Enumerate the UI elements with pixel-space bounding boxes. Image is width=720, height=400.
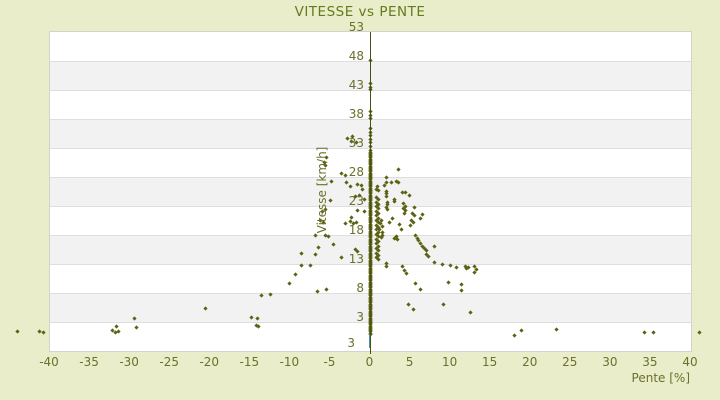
y-tick-label: 53 — [348, 20, 364, 34]
x-tick-label: -30 — [119, 355, 139, 369]
x-axis-title: Pente [%] — [631, 371, 690, 385]
y-axis-title: Vitesse [km/h] — [315, 146, 329, 234]
plot-area — [15, 31, 702, 354]
y-tick-label: 43 — [348, 78, 364, 92]
x-tick-label: -25 — [159, 355, 179, 369]
data-point — [15, 329, 20, 335]
x-tick-label: 30 — [602, 355, 618, 369]
x-tick-label: 10 — [441, 355, 458, 369]
chart-title: VITESSE vs PENTE — [294, 4, 426, 20]
x-tick-label: 35 — [642, 355, 658, 369]
y-tick-label: 48 — [348, 49, 364, 63]
y-axis-line-lower — [369, 334, 370, 348]
y-tick-label: 33 — [348, 136, 364, 150]
y-axis-bottom-label: 3 — [347, 336, 355, 350]
x-tick-label: 40 — [682, 355, 698, 369]
y-tick-label: 38 — [348, 107, 364, 121]
data-point — [697, 330, 702, 335]
y-axis-line — [370, 32, 371, 354]
data-point — [40, 330, 46, 335]
x-tick-label: -20 — [199, 355, 220, 369]
y-tick-label: 18 — [348, 223, 364, 237]
y-tick-label: 23 — [348, 194, 364, 208]
y-tick-label: 13 — [348, 252, 364, 266]
x-tick-label: 0 — [365, 355, 374, 369]
x-tick-label: -35 — [79, 355, 99, 369]
x-tick-label: 15 — [482, 355, 498, 369]
y-tick-label: 8 — [356, 281, 364, 295]
x-tick-label: 20 — [522, 355, 538, 369]
x-tick-label: -10 — [279, 355, 300, 369]
x-tick-label: -5 — [323, 355, 336, 369]
x-tick-label: -40 — [39, 355, 59, 369]
x-tick-label: -15 — [239, 355, 260, 369]
x-tick-label: 25 — [562, 355, 578, 369]
data-point — [254, 315, 260, 321]
y-tick-label: 28 — [348, 165, 364, 179]
y-tick-label: 3 — [356, 310, 364, 324]
x-tick-label: 5 — [405, 355, 414, 369]
